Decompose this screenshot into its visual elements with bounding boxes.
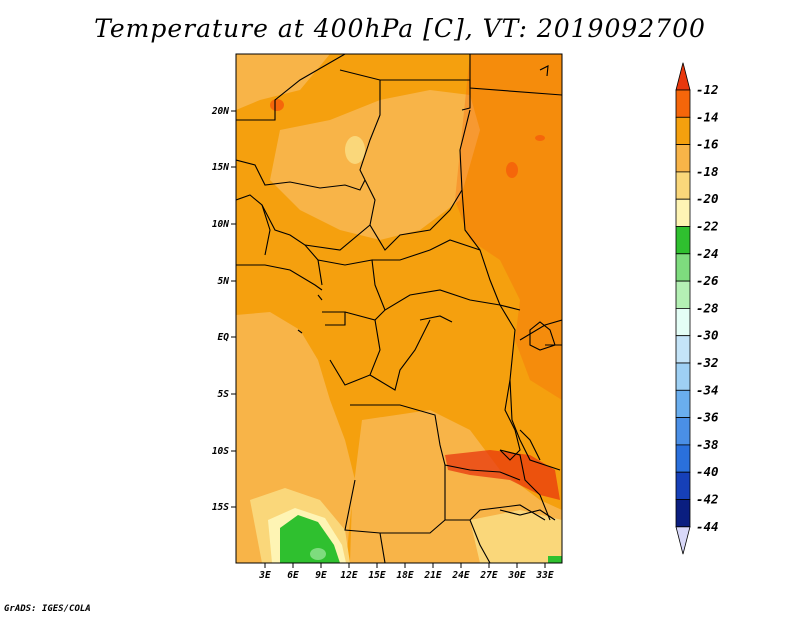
colorbar-label: -34: [696, 382, 719, 397]
contour-minus16-ne: [236, 54, 330, 110]
colorbar-label: -44: [696, 519, 719, 534]
colorbar-swatch: [675, 253, 691, 282]
colorbar-swatches: [675, 62, 691, 555]
lon-label-33e: 33E: [535, 570, 553, 581]
contour-minus18-se: [470, 510, 562, 563]
lat-label-10n: 10N: [212, 219, 229, 230]
lat-label-20n: 20N: [211, 106, 229, 117]
colorbar: -12 -14 -16 -18 -20 -22 -24 -26 -28 -30 -32 -34 -36 -…: [675, 62, 719, 555]
lon-label-24e: 24E: [451, 570, 469, 581]
lon-label-30e: 30E: [507, 570, 525, 581]
colorbar-swatch: [675, 471, 691, 500]
colorbar-swatch: [675, 362, 691, 391]
colorbar-swatch: [675, 389, 691, 418]
colorbar-swatch: [675, 171, 691, 200]
lat-label-15s: 15S: [212, 502, 229, 513]
colorbar-swatch: [675, 526, 691, 555]
colorbar-label: -12: [696, 82, 719, 97]
colorbar-swatch: [675, 280, 691, 309]
lon-label-15e: 15E: [368, 570, 385, 581]
contour-minus24-se: [548, 556, 562, 563]
lon-label-3e: 3E: [258, 570, 271, 581]
colorbar-swatch: [675, 116, 691, 146]
contour-minus14-east: [455, 54, 562, 400]
contour-minus26-sw: [310, 548, 326, 560]
lon-label-27e: 27E: [479, 570, 497, 581]
colorbar-label: -32: [696, 355, 719, 370]
latitude-axis: 20N 15N 10N 5N EQ 5S 10S 15S: [211, 106, 236, 513]
colorbar-label: -28: [696, 300, 719, 315]
map-title: Temperature at 400hPa [C], VT: 201909270…: [94, 14, 706, 43]
temperature-field: [236, 54, 562, 563]
lon-label-18e: 18E: [396, 570, 413, 581]
contour-minus24-sw: [280, 515, 340, 563]
colorbar-labels: -12 -14 -16 -18 -20 -22 -24 -26 -28 -30 -32 -34 -36 -…: [696, 82, 719, 534]
lat-label-5s: 5S: [218, 389, 230, 400]
lat-label-10s: 10S: [212, 446, 229, 457]
colorbar-label: -36: [696, 410, 719, 425]
colorbar-label: -24: [696, 246, 719, 261]
contour-minus14-south: [445, 450, 560, 500]
colorbar-label: -22: [696, 219, 719, 234]
lat-label-eq: EQ: [218, 332, 230, 343]
contour-minus14-ne: [506, 162, 518, 178]
colorbar-swatch: [675, 499, 691, 528]
lon-label-12e: 12E: [340, 570, 357, 581]
contour-minus14-ne2: [535, 135, 545, 141]
contour-minus14-nw: [270, 99, 284, 111]
lat-label-15n: 15N: [212, 162, 229, 173]
colorbar-swatch: [675, 226, 691, 255]
colorbar-swatch: [675, 198, 691, 227]
colorbar-label: -18: [696, 164, 719, 179]
colorbar-swatch: [675, 307, 691, 337]
country-borders: [236, 54, 562, 563]
contour-minus16-north: [270, 90, 480, 240]
colorbar-swatch: [675, 144, 691, 173]
contour-minus18-sahel: [345, 136, 365, 164]
lat-label-5n: 5N: [218, 276, 230, 287]
map-frame: [235, 53, 563, 564]
colorbar-label: -16: [696, 137, 719, 152]
colorbar-swatch: [675, 335, 691, 364]
lon-label-6e: 6E: [287, 570, 299, 581]
colorbar-label: -42: [696, 492, 719, 507]
colorbar-swatch: [675, 62, 691, 91]
colorbar-label: -20: [696, 191, 719, 206]
colorbar-label: -30: [696, 328, 719, 343]
lon-label-21e: 21E: [423, 570, 441, 581]
longitude-axis: 3E 6E 9E 12E 15E 18E 21E 24E 27E 30E 33E: [258, 563, 554, 581]
colorbar-label: -38: [696, 437, 719, 452]
colorbar-label: -14: [696, 109, 719, 124]
grads-credit: GrADS: IGES/COLA: [4, 604, 91, 614]
colorbar-swatch: [675, 417, 691, 446]
colorbar-label: -40: [696, 464, 719, 479]
lon-label-9e: 9E: [315, 570, 327, 581]
colorbar-swatch: [675, 444, 691, 473]
colorbar-swatch: [675, 89, 691, 118]
colorbar-label: -26: [696, 273, 719, 288]
